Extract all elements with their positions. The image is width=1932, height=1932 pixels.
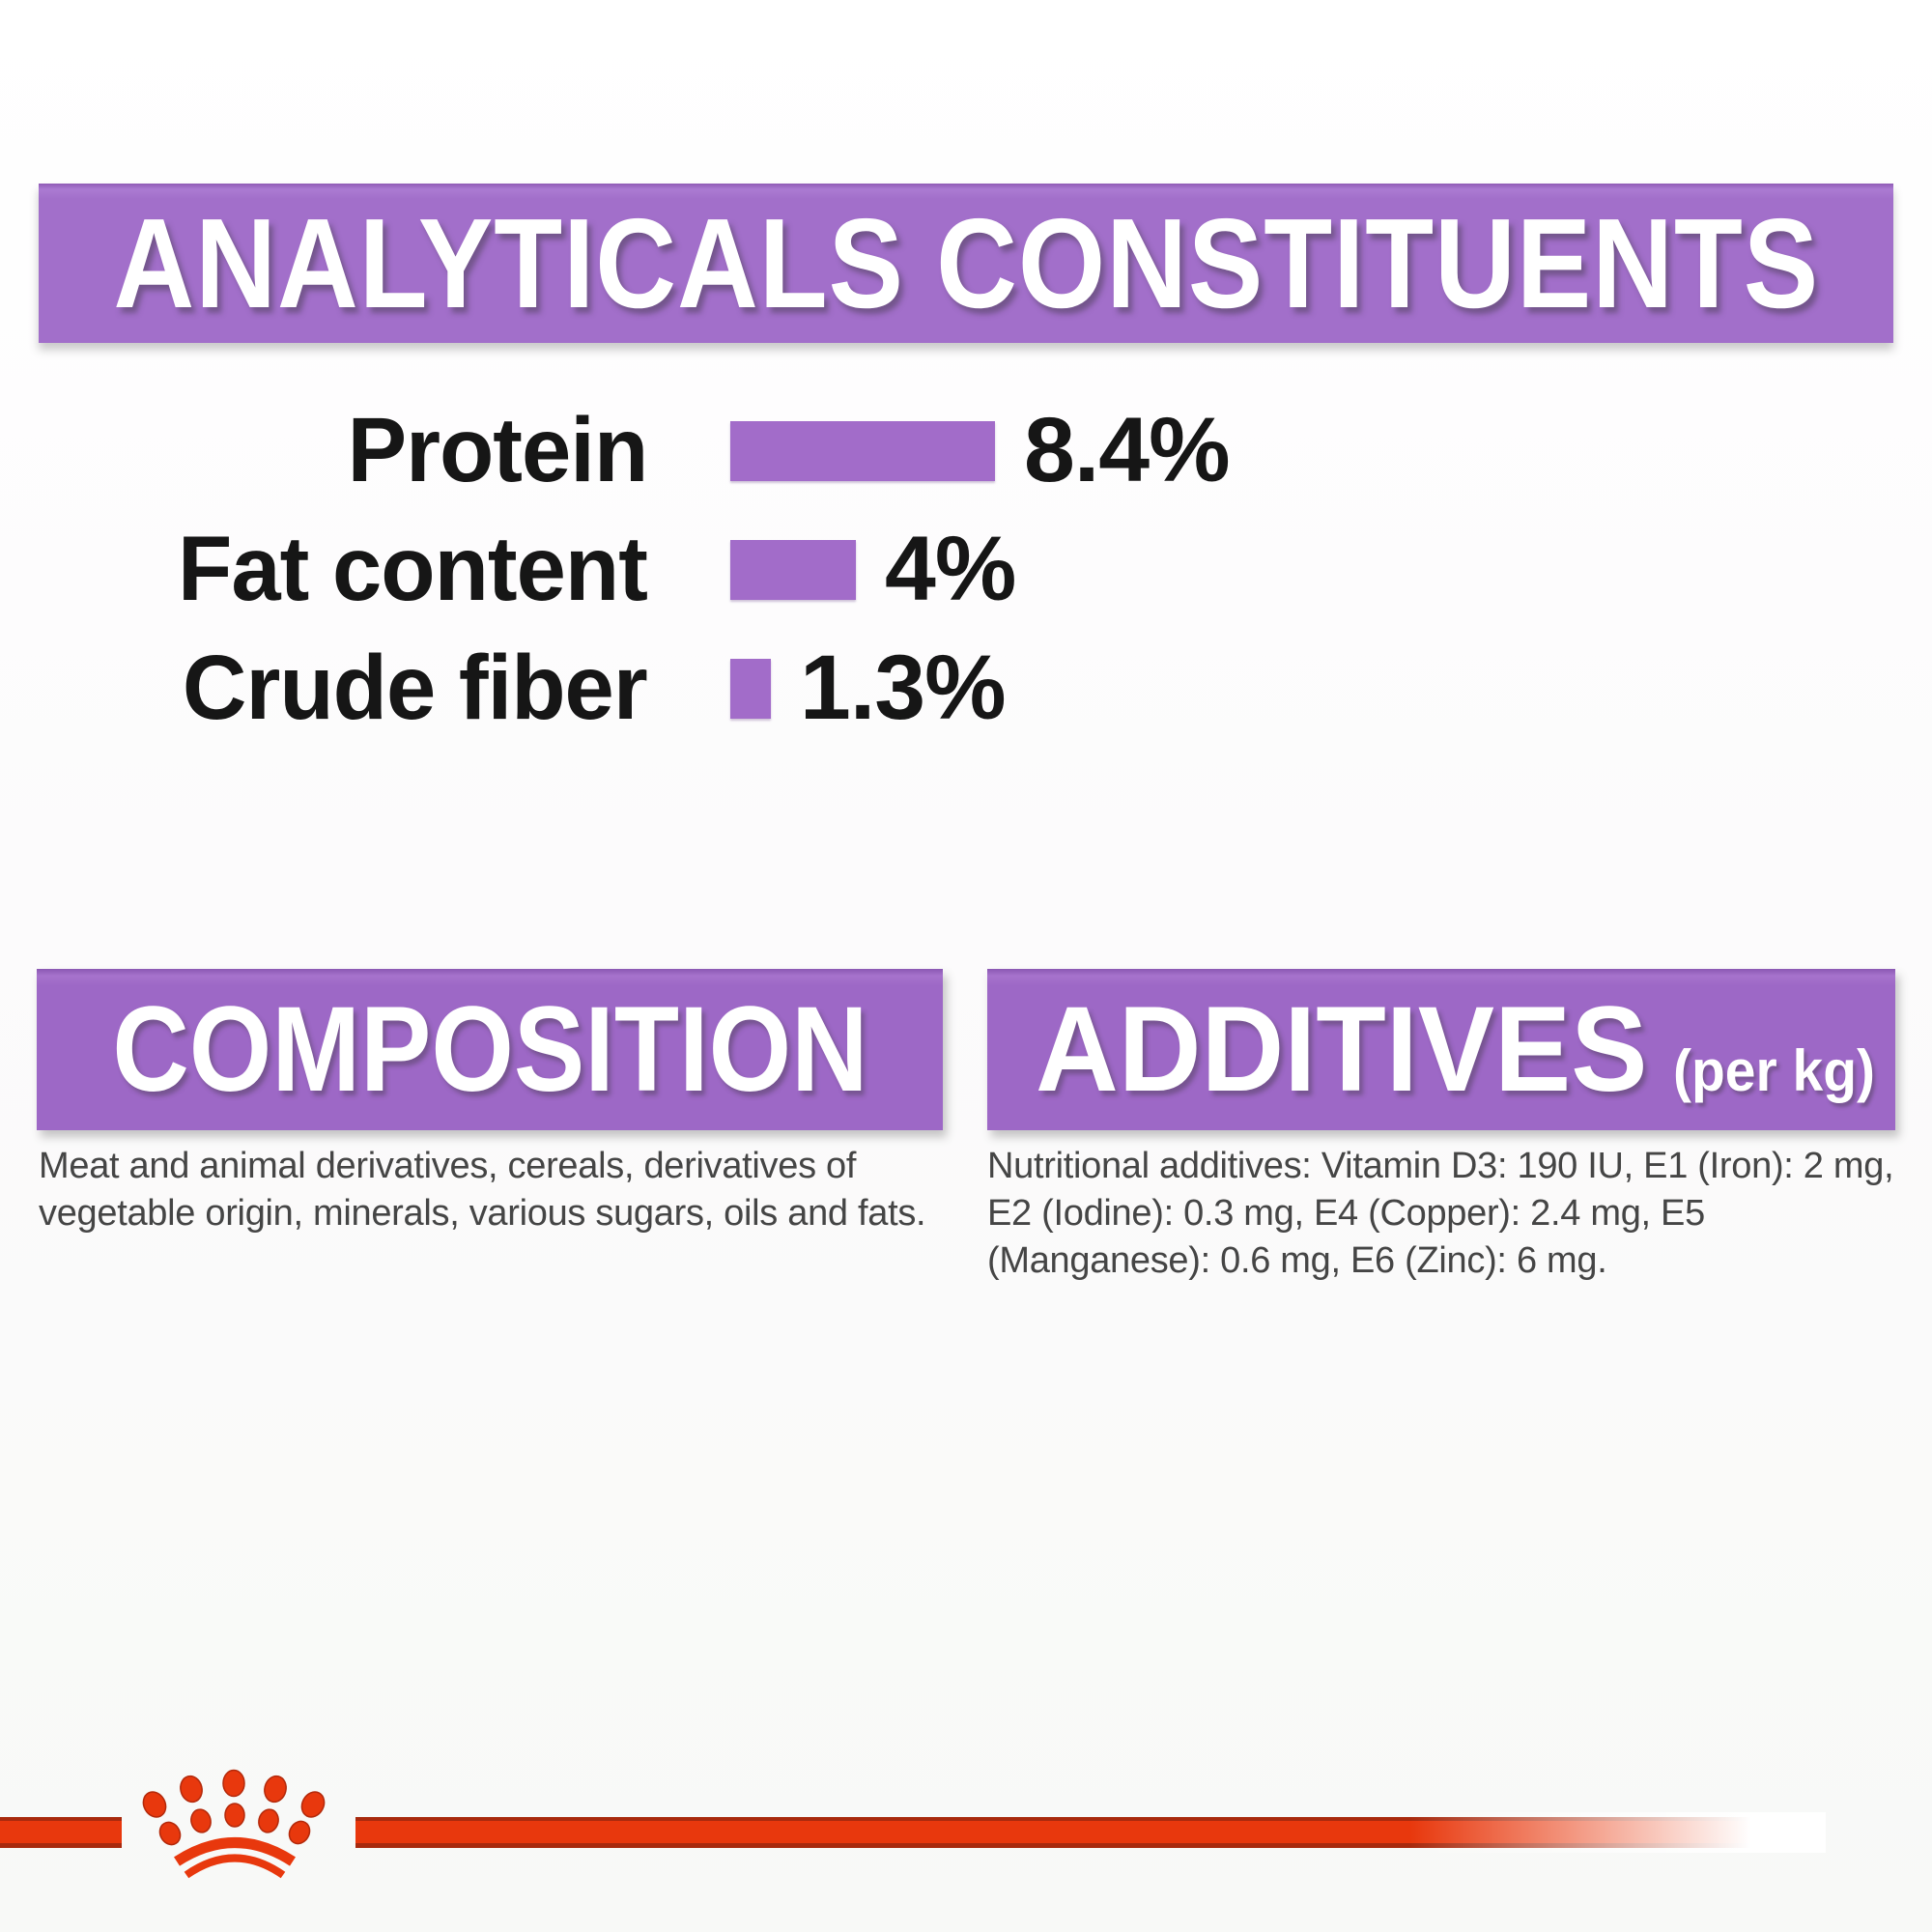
composition-title: COMPOSITION [111, 982, 868, 1117]
chart-category-label: Fat content [178, 518, 648, 620]
brand-rule-fade [1410, 1812, 1826, 1853]
additives-title-group: ADDITIVES (per kg) [1036, 980, 1875, 1119]
additives-unit-label: (per kg) [1673, 1038, 1876, 1103]
additives-banner: ADDITIVES (per kg) [987, 969, 1895, 1130]
chart-bar [730, 658, 771, 719]
composition-text: Meat and animal derivatives, cereals, de… [39, 1146, 926, 1234]
chart-bar [730, 420, 995, 481]
brand-rule-left [0, 1817, 122, 1848]
analyticals-title: ANALYTICALS CONSTITUENTS [113, 192, 1819, 334]
chart-row: Crude fiber 1.3% [0, 629, 1932, 748]
chart-row: Protein 8.4% [0, 391, 1932, 510]
chart-category-label: Protein [347, 399, 648, 501]
chart-value-label: 1.3% [800, 637, 1007, 739]
chart-value-label: 8.4% [1024, 399, 1231, 501]
chart-bar [730, 539, 856, 600]
analytical-constituents-chart: Protein 8.4% Fat content 4% Crude fiber 1.3% [0, 391, 1932, 748]
chart-category-label: Crude fiber [183, 637, 648, 739]
additives-title: ADDITIVES [1036, 982, 1648, 1117]
analyticals-banner: ANALYTICALS CONSTITUENTS [39, 184, 1893, 343]
chart-row: Fat content 4% [0, 510, 1932, 629]
chart-value-label: 4% [885, 518, 1016, 620]
composition-banner: COMPOSITION [37, 969, 943, 1130]
royal-canin-crown-icon [142, 1769, 326, 1879]
additives-text: Nutritional additives: Vitamin D3: 190 I… [987, 1146, 1894, 1281]
